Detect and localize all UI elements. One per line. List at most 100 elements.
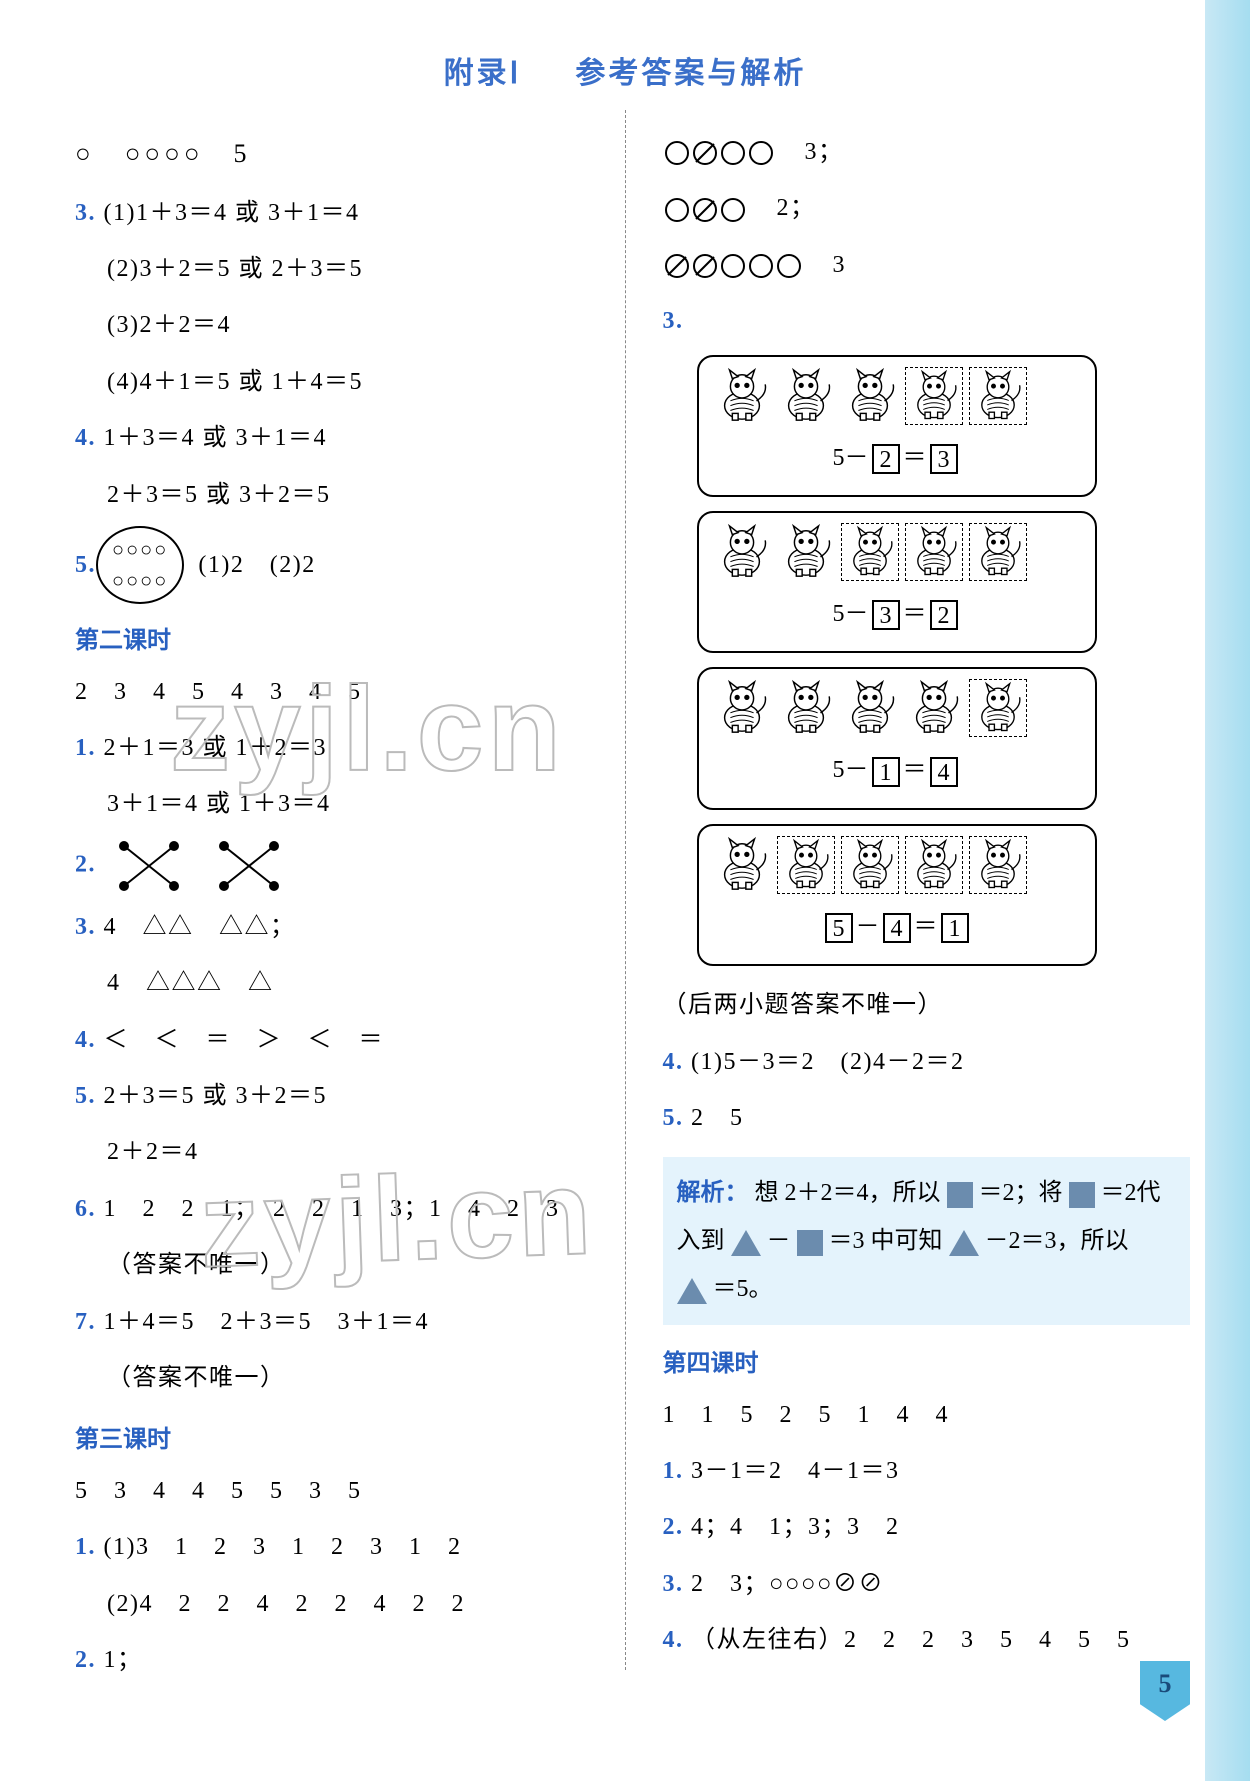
- a-t7: －2＝3，所以: [985, 1228, 1129, 1254]
- l2-q3: 3. 4 △△ △△；: [75, 902, 603, 952]
- l4-row: 1 1 5 2 5 1 4 4: [663, 1390, 1191, 1440]
- l2-q1: 1. 2＋1＝3 或 1＋2＝3: [75, 723, 603, 773]
- l4-q3-l1: 2 3；○○○○⊘⊘: [691, 1571, 884, 1597]
- left-column: ○ ○○○○ 5 3. (1)1＋3＝4 或 3＋1＝4 (2)3＋2＝5 或 …: [75, 127, 633, 1691]
- r-q5-l1: 2 5: [691, 1105, 744, 1131]
- ellipse-row2: ○○○○: [112, 570, 168, 592]
- page-title: 参考答案与解析: [575, 57, 806, 90]
- l3-row: 5 3 4 4 5 5 3 5: [75, 1466, 603, 1516]
- q3: 3. (1)1＋3＝4 或 3＋1＝4: [75, 188, 603, 238]
- l2-q6-l1: 1 2 2 1； 2 2 1 3；1 4 2 3: [104, 1196, 560, 1222]
- q3-num: 3.: [75, 200, 96, 226]
- top-shapes: ○ ○○○○ 5: [75, 127, 603, 182]
- circle-row: 3: [663, 240, 1191, 290]
- l2-q7-l1: 1＋4＝5 2＋3＝5 3＋1＝4: [104, 1309, 430, 1335]
- q5-answers: (1)2 (2)2: [198, 540, 315, 590]
- page-right-border: [1205, 0, 1250, 1781]
- l2-q4-num: 4.: [75, 1027, 96, 1053]
- l2-q4: 4. ＜ ＜ ＝ ＞ ＜ ＝: [75, 1015, 603, 1065]
- l4-q4-num: 4.: [663, 1627, 684, 1653]
- column-divider: [625, 110, 626, 1670]
- q4-num: 4.: [75, 425, 96, 451]
- r-q5-num: 5.: [663, 1105, 684, 1131]
- l2-row: 2 3 4 5 4 3 4 5: [75, 667, 603, 717]
- l2-q3-l1: 4 △△ △△；: [104, 914, 296, 940]
- r-q3: 3.: [663, 296, 1191, 346]
- l4-q3: 3. 2 3；○○○○⊘⊘: [663, 1559, 1191, 1609]
- cat-card: 5－2＝3: [697, 355, 1097, 497]
- lesson2-heading: 第二课时: [75, 616, 603, 666]
- q5-ellipse: ○○○○ ○○○○: [96, 526, 184, 604]
- l4-q1-num: 1.: [663, 1458, 684, 1484]
- a-t5: －: [767, 1228, 791, 1254]
- q3-4: (4)4＋1＝5 或 1＋4＝5: [75, 357, 603, 407]
- triangle-icon: [731, 1230, 761, 1256]
- l2-q6-num: 6.: [75, 1196, 96, 1222]
- circle-row: 2；: [663, 183, 1191, 233]
- l2-q5: 5. 2＋3＝5 或 3＋2＝5: [75, 1071, 603, 1121]
- r-q4: 4. (1)5－3＝2 (2)4－2＝2: [663, 1037, 1191, 1087]
- cat-card: 5－4＝1: [697, 824, 1097, 966]
- analysis-label: 解析：: [677, 1180, 749, 1206]
- a-t2: ＝2；将: [979, 1180, 1063, 1206]
- page-header: 附录Ⅰ 参考答案与解析: [0, 0, 1250, 92]
- l2-q1-l1: 2＋1＝3 或 1＋2＝3: [104, 735, 328, 761]
- lesson3-heading: 第三课时: [75, 1415, 603, 1465]
- l2-q5-num: 5.: [75, 1083, 96, 1109]
- r-q3-num: 3.: [663, 308, 684, 334]
- l4-q2-num: 2.: [663, 1514, 684, 1540]
- q3-3: (3)2＋2＝4: [75, 300, 603, 350]
- r-q4-num: 4.: [663, 1049, 684, 1075]
- a-t3: ＝2代: [1101, 1180, 1161, 1206]
- l2-q2: 2.: [75, 836, 603, 896]
- a-t1: 想 2＋2＝4，所以: [755, 1180, 941, 1206]
- a-t8: ＝5。: [713, 1276, 773, 1302]
- l2-q5-l2: 2＋2＝4: [75, 1127, 603, 1177]
- l3-q1: 1. (1)3 1 2 3 1 2 3 1 2: [75, 1522, 603, 1572]
- lesson4-heading: 第四课时: [663, 1339, 1191, 1389]
- l4-q2-l1: 4；4 1；3；3 2: [691, 1514, 900, 1540]
- l3-q2-l1: 1；: [104, 1647, 143, 1673]
- l2-q5-l1: 2＋3＝5 或 3＋2＝5: [104, 1083, 328, 1109]
- q4: 4. 1＋3＝4 或 3＋1＝4: [75, 413, 603, 463]
- square-icon: [1069, 1182, 1095, 1208]
- l4-q2: 2. 4；4 1；3；3 2: [663, 1502, 1191, 1552]
- circle-row: 3；: [663, 127, 1191, 177]
- l3-q2: 2. 1；: [75, 1635, 603, 1685]
- l2-q4-l1: ＜ ＜ ＝ ＞ ＜ ＝: [104, 1027, 385, 1053]
- l2-q7-note: （答案不唯一）: [75, 1353, 603, 1403]
- cat-cards-container: 5－2＝3: [663, 355, 1191, 967]
- q4-l2: 2＋3＝5 或 3＋2＝5: [75, 470, 603, 520]
- cat-card: 5－1＝4: [697, 667, 1097, 809]
- l4-q3-num: 3.: [663, 1571, 684, 1597]
- crossed-circle-rows: 3； 2； 3: [663, 127, 1191, 290]
- l2-q3-l2: 4 △△△ △: [75, 958, 603, 1008]
- q3-2: (2)3＋2＝5 或 2＋3＝5: [75, 244, 603, 294]
- l2-q6: 6. 1 2 2 1； 2 2 1 3；1 4 2 3: [75, 1184, 603, 1234]
- square-icon: [947, 1182, 973, 1208]
- l2-q2-num: 2.: [75, 851, 96, 877]
- q3-1: (1)1＋3＝4 或 3＋1＝4: [104, 200, 360, 226]
- cat-card: 5－3＝2: [697, 511, 1097, 653]
- square-icon: [797, 1230, 823, 1256]
- analysis-box: 解析： 想 2＋2＝4，所以 ＝2；将 ＝2代 入到 － ＝3 中可知 －2＝3…: [663, 1157, 1191, 1325]
- q4-l1: 1＋3＝4 或 3＋1＝4: [104, 425, 328, 451]
- ellipse-row1: ○○○○: [112, 539, 168, 561]
- right-column: 3； 2； 3 3.: [633, 127, 1191, 1691]
- a-t6: ＝3 中可知: [829, 1228, 943, 1254]
- l2-q7-num: 7.: [75, 1309, 96, 1335]
- l3-q2-num: 2.: [75, 1647, 96, 1673]
- l2-q3-num: 3.: [75, 914, 96, 940]
- r-q5: 5. 2 5: [663, 1093, 1191, 1143]
- l4-q1-l1: 3－1＝2 4－1＝3: [691, 1458, 900, 1484]
- l4-q1: 1. 3－1＝2 4－1＝3: [663, 1446, 1191, 1496]
- l4-q4-l1: （从左往右）2 2 2 3 5 4 5 5: [691, 1627, 1131, 1653]
- l2-q1-l2: 3＋1＝4 或 1＋3＝4: [75, 779, 603, 829]
- triangle-icon: [677, 1278, 707, 1304]
- r-q3-note: （后两小题答案不唯一）: [663, 980, 1191, 1030]
- page-number: 5: [1140, 1661, 1190, 1721]
- l2-q1-num: 1.: [75, 735, 96, 761]
- appendix-label: 附录Ⅰ: [444, 57, 522, 90]
- l3-q1-l2: (2)4 2 2 4 2 2 4 2 2: [75, 1579, 603, 1629]
- a-t4: 入到: [677, 1228, 725, 1254]
